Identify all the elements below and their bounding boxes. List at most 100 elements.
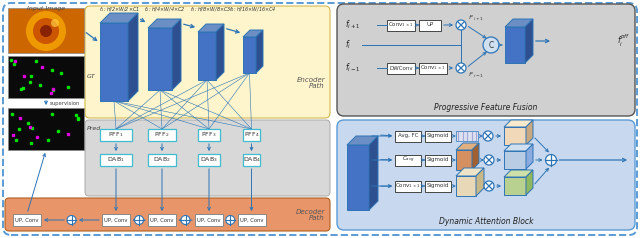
Text: Input Image: Input Image (27, 6, 65, 11)
Text: $f_3$: H/8$\times$W/8$\times$C3: $f_3$: H/8$\times$W/8$\times$C3 (190, 5, 232, 14)
Bar (100, 154, 132, 166)
Text: UP, Conv: UP, Conv (15, 218, 39, 223)
Circle shape (134, 215, 143, 224)
Circle shape (456, 63, 466, 73)
Bar (419, 63, 447, 74)
Bar (8, 8, 84, 53)
Bar (419, 20, 441, 30)
Polygon shape (504, 120, 533, 127)
Bar (456, 131, 478, 141)
FancyBboxPatch shape (337, 120, 635, 230)
Text: DAB$_3$: DAB$_3$ (200, 156, 218, 164)
Circle shape (483, 131, 493, 141)
Text: Sigmoid: Sigmoid (427, 183, 449, 188)
FancyBboxPatch shape (85, 120, 330, 196)
Bar (425, 180, 451, 192)
Circle shape (181, 215, 190, 224)
Polygon shape (526, 120, 533, 145)
Text: PFF$_4$: PFF$_4$ (244, 131, 259, 139)
FancyBboxPatch shape (5, 198, 330, 231)
FancyBboxPatch shape (3, 3, 637, 235)
Bar (456, 176, 476, 196)
Bar (347, 145, 369, 210)
Bar (425, 130, 451, 142)
Bar (237, 214, 266, 226)
FancyBboxPatch shape (85, 6, 330, 118)
Bar (8, 108, 84, 150)
Text: DAB$_4$: DAB$_4$ (243, 156, 260, 164)
Polygon shape (525, 19, 533, 63)
Text: Dynamic Attention Block: Dynamic Attention Block (439, 217, 533, 225)
Bar (504, 127, 526, 145)
Text: UP, Conv: UP, Conv (240, 218, 263, 223)
Text: UP: UP (426, 23, 434, 28)
Circle shape (51, 19, 59, 27)
Polygon shape (347, 136, 378, 145)
Polygon shape (256, 30, 263, 73)
Polygon shape (216, 24, 224, 80)
Polygon shape (456, 143, 479, 150)
Text: Conv$_{1\times1}$: Conv$_{1\times1}$ (396, 182, 420, 190)
Text: Progressive Feature Fusion: Progressive Feature Fusion (435, 103, 538, 111)
Polygon shape (526, 170, 533, 195)
Bar (100, 129, 132, 141)
Text: Encoder
Path: Encoder Path (296, 76, 325, 89)
Circle shape (26, 11, 66, 51)
Bar (456, 150, 472, 170)
Polygon shape (504, 170, 533, 177)
Bar (243, 37, 256, 73)
Text: $f_{i-1}$: $f_{i-1}$ (345, 62, 360, 74)
Bar (198, 32, 216, 80)
Text: Avg, FC: Avg, FC (397, 134, 419, 139)
Text: $f_i^{pff}$: $f_i^{pff}$ (617, 33, 630, 49)
Text: DAB$_1$: DAB$_1$ (107, 156, 125, 164)
Text: Conv$_{1\times1}$: Conv$_{1\times1}$ (388, 20, 413, 30)
Text: PFF$_2$: PFF$_2$ (154, 131, 170, 139)
Text: DAB$_2$: DAB$_2$ (153, 156, 171, 164)
Polygon shape (505, 19, 533, 27)
Circle shape (456, 20, 466, 30)
Circle shape (483, 37, 499, 53)
Polygon shape (172, 19, 181, 90)
Text: Sigmoid: Sigmoid (427, 134, 449, 139)
Bar (504, 151, 526, 169)
Text: $f_1$: H/2$\times$W/2$\times$C1: $f_1$: H/2$\times$W/2$\times$C1 (99, 5, 140, 14)
Circle shape (67, 215, 76, 224)
Polygon shape (100, 13, 138, 23)
Polygon shape (526, 144, 533, 169)
Polygon shape (243, 30, 263, 37)
Text: $f_i$: $f_i$ (345, 39, 351, 51)
Bar (395, 180, 421, 192)
Text: $f_{i+1}$: $f_{i+1}$ (345, 19, 360, 31)
Polygon shape (198, 24, 224, 32)
Text: UP, Conv: UP, Conv (150, 218, 173, 223)
Circle shape (484, 155, 494, 165)
Bar (243, 129, 260, 141)
Text: $f_2$: H/4$\times$W/4$\times$C2: $f_2$: H/4$\times$W/4$\times$C2 (144, 5, 186, 14)
Text: PFF$_1$: PFF$_1$ (108, 131, 124, 139)
Text: GT: GT (87, 74, 96, 79)
Bar (387, 63, 415, 74)
Bar (13, 214, 41, 226)
Text: supervision: supervision (50, 100, 81, 105)
Polygon shape (369, 136, 378, 210)
Text: Conv$_{1\times1}$: Conv$_{1\times1}$ (420, 64, 445, 72)
Text: $C_{avg}$: $C_{avg}$ (402, 155, 414, 165)
Bar (8, 56, 84, 98)
Text: C: C (488, 40, 493, 50)
Bar (395, 130, 421, 142)
Bar (198, 129, 220, 141)
Circle shape (40, 25, 52, 37)
Bar (504, 177, 526, 195)
Circle shape (226, 215, 235, 224)
Text: Pred: Pred (87, 127, 101, 132)
Bar (505, 27, 525, 63)
Bar (198, 154, 220, 166)
Bar (243, 154, 260, 166)
Text: Sigmoid: Sigmoid (427, 158, 449, 163)
Circle shape (33, 18, 59, 44)
Polygon shape (148, 19, 181, 28)
Circle shape (484, 181, 494, 191)
Text: $f''_{i+1}$: $f''_{i+1}$ (468, 13, 484, 23)
Text: $f_4$: H/16$\times$W/16$\times$C4: $f_4$: H/16$\times$W/16$\times$C4 (229, 5, 277, 14)
